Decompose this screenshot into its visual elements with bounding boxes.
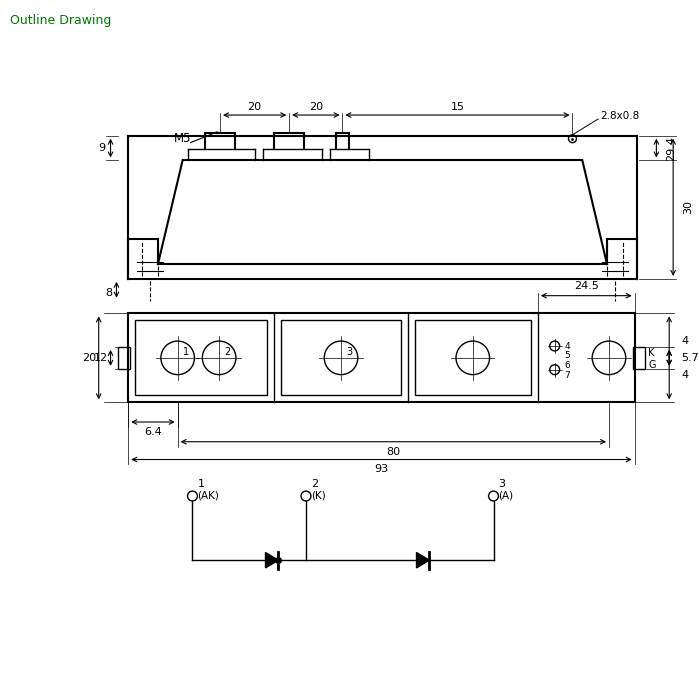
Text: 29.4: 29.4 (666, 136, 676, 161)
Text: 3: 3 (498, 479, 505, 489)
Polygon shape (266, 552, 278, 568)
Text: 12: 12 (94, 353, 108, 363)
Text: 4: 4 (681, 369, 689, 380)
Bar (281, 320, 401, 396)
Text: 3: 3 (346, 347, 352, 357)
Text: M5: M5 (174, 132, 192, 146)
Text: 80: 80 (387, 446, 401, 457)
Bar (118, 347, 130, 369)
Text: 2: 2 (311, 479, 318, 489)
Text: (AK): (AK) (197, 490, 219, 500)
Text: (A): (A) (498, 490, 514, 500)
Text: 24.5: 24.5 (574, 281, 599, 291)
Text: K: K (649, 348, 655, 358)
Text: 9: 9 (98, 143, 106, 153)
Text: 5.7: 5.7 (681, 353, 699, 363)
Text: 20: 20 (82, 353, 96, 363)
Text: 1: 1 (182, 347, 189, 357)
Bar (633, 347, 644, 369)
Text: G: G (649, 360, 656, 370)
Text: 2.8x0.8: 2.8x0.8 (600, 111, 640, 121)
Polygon shape (417, 552, 429, 568)
Text: 6.4: 6.4 (144, 427, 162, 437)
Text: 4: 4 (565, 342, 570, 351)
Text: 6: 6 (565, 361, 570, 370)
Text: 20: 20 (247, 102, 261, 112)
Text: 4: 4 (681, 336, 689, 346)
Text: Outline Drawing: Outline Drawing (10, 15, 111, 27)
Text: 20: 20 (309, 102, 323, 112)
Text: 7: 7 (565, 371, 570, 380)
Text: (K): (K) (311, 490, 326, 500)
Bar (129, 313, 635, 402)
Text: 30: 30 (683, 200, 693, 214)
Text: 2: 2 (224, 347, 230, 357)
Bar (415, 320, 531, 396)
Text: 5: 5 (565, 351, 570, 360)
Text: 8: 8 (105, 288, 112, 298)
Text: 15: 15 (450, 102, 464, 112)
Text: 1: 1 (197, 479, 204, 489)
Text: 93: 93 (375, 464, 389, 475)
Bar (135, 320, 268, 396)
